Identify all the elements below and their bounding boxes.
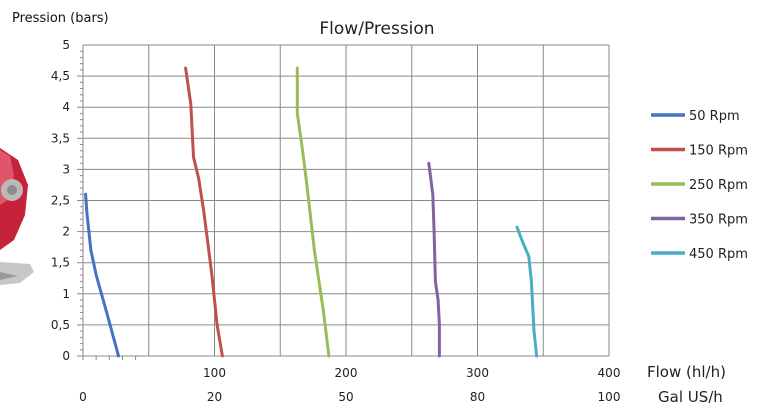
x-tick-label: 200 (335, 366, 358, 380)
x2-tick-labels: 0 20 50 80 100 (79, 390, 620, 403)
y-tick-label: 3 (62, 162, 70, 176)
y-axis-label: Pression (bars) (12, 11, 109, 26)
y-tick-label: 2,5 (51, 194, 70, 208)
x2-tick-label: 100 (598, 390, 621, 403)
grid-lines (83, 44, 610, 357)
y-tick-label: 2 (62, 225, 70, 239)
series-line (295, 66, 331, 358)
x-axis-label: Flow (hl/h) (647, 363, 726, 381)
legend-label: 250 Rpm (689, 178, 748, 193)
x2-tick-label: 50 (338, 390, 353, 403)
x2-tick-label: 20 (207, 390, 222, 403)
legend-label: 50 Rpm (689, 109, 740, 124)
y-tick-label: 1 (62, 287, 70, 301)
y-tick-labels: 0 0,5 1 1,5 2 2,5 3 3,5 4 4,5 5 (51, 38, 70, 363)
x2-tick-label: 80 (470, 390, 485, 403)
x2-axis-label: Gal US/h (658, 388, 723, 403)
legend-label: 350 Rpm (689, 213, 748, 228)
x-tick-label: 400 (598, 366, 621, 380)
x-tick-labels: 100 200 300 400 (203, 366, 620, 380)
series-lines (84, 66, 539, 358)
y-tick-label: 4,5 (51, 69, 70, 83)
chart-title: Flow/Pression (319, 19, 434, 39)
x-tick-label: 300 (466, 366, 489, 380)
y-tick-label: 1,5 (51, 256, 70, 270)
y-tick-label: 3,5 (51, 131, 70, 145)
legend-label: 150 Rpm (689, 144, 748, 159)
y-tick-label: 0,5 (51, 318, 70, 332)
y-tick-label: 5 (62, 38, 70, 52)
pump-photo (0, 148, 34, 285)
y-tick-label: 4 (62, 100, 70, 114)
y-tick-label: 0 (62, 349, 70, 363)
axes (77, 45, 609, 360)
series-line (515, 225, 539, 358)
series-line (427, 161, 441, 358)
x2-tick-label: 0 (79, 390, 87, 403)
series-line (84, 192, 120, 358)
legend: 50 Rpm 150 Rpm 250 Rpm 350 Rpm 450 Rpm (651, 109, 748, 262)
series-line (184, 66, 224, 358)
legend-label: 450 Rpm (689, 247, 748, 262)
x-tick-label: 100 (203, 366, 226, 380)
